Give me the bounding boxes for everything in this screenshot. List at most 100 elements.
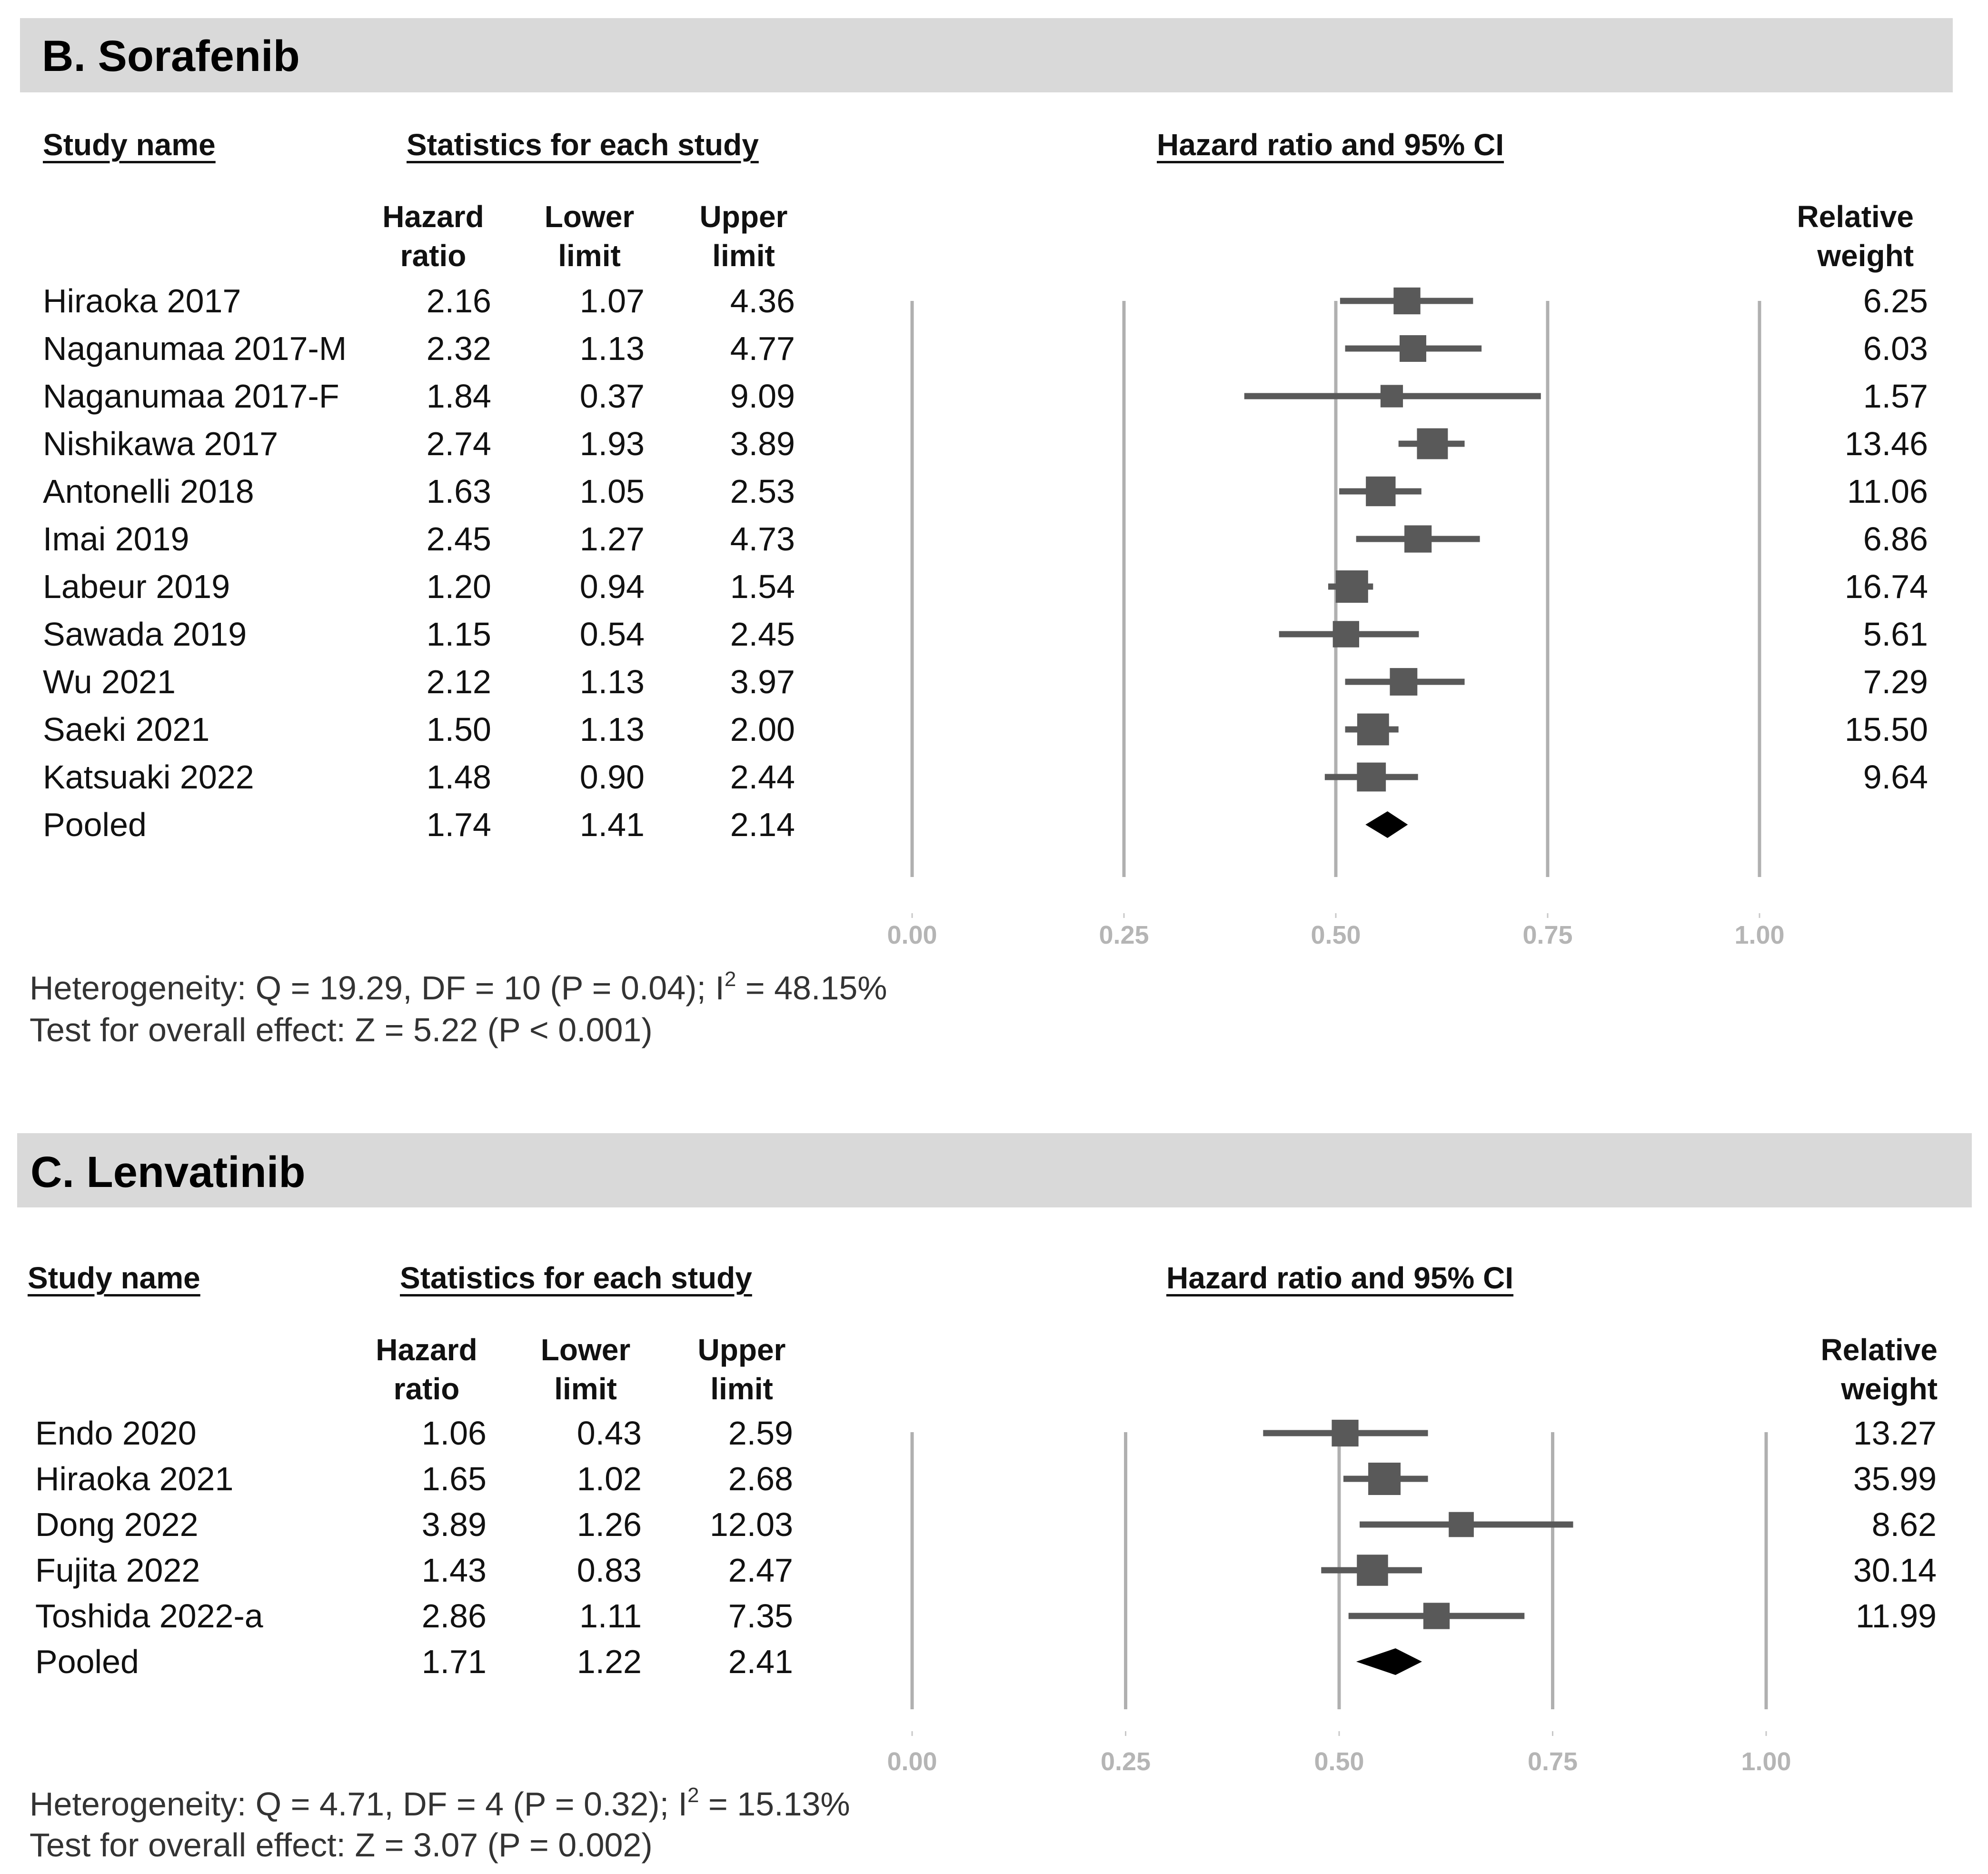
x-tick-label: 0.50 bbox=[1311, 921, 1361, 949]
upper-limit-value: 12.03 bbox=[709, 1506, 793, 1543]
relative-weight-value: 11.99 bbox=[1856, 1597, 1937, 1635]
effect-square bbox=[1404, 525, 1432, 553]
hazard-ratio-value: 1.74 bbox=[426, 806, 491, 843]
relative-weight-header-line1: Relative bbox=[1797, 199, 1914, 234]
lower-limit-value: 0.90 bbox=[579, 758, 645, 796]
study-name: Hiraoka 2021 bbox=[35, 1460, 234, 1497]
lower-limit-value: 0.37 bbox=[579, 378, 645, 415]
panel-title: B. Sorafenib bbox=[42, 32, 300, 80]
study-name: Fujita 2022 bbox=[35, 1552, 200, 1589]
upper-limit-value: 2.68 bbox=[728, 1460, 793, 1497]
panel-sorafenib: B. Sorafenib Study name Statistics for e… bbox=[0, 18, 1988, 1048]
hazard-ratio-ci-header: Hazard ratio and 95% CI bbox=[1157, 128, 1504, 162]
study-name: Naganumaa 2017-M bbox=[43, 330, 347, 367]
upper-limit-value: 2.44 bbox=[730, 758, 795, 796]
hazard-ratio-header-line1: Hazard bbox=[382, 199, 484, 234]
heterogeneity-value: = 48.15% bbox=[736, 969, 887, 1007]
overall-effect-text: Test for overall effect: Z = 3.07 (P = 0… bbox=[30, 1826, 653, 1864]
upper-limit-value: 9.09 bbox=[730, 378, 795, 415]
relative-weight-value: 9.64 bbox=[1863, 758, 1928, 796]
lower-limit-value: 1.22 bbox=[577, 1643, 642, 1680]
pooled-row: Pooled 1.71 1.22 2.41 bbox=[0, 1638, 1988, 1685]
lower-limit-value: 0.94 bbox=[579, 568, 645, 605]
upper-limit-value: 4.73 bbox=[730, 520, 795, 558]
hazard-ratio-value: 2.45 bbox=[426, 520, 491, 558]
x-tick-label: 0.25 bbox=[1101, 1747, 1151, 1776]
study-name-header: Study name bbox=[28, 1261, 200, 1295]
panel-title: C. Lenvatinib bbox=[30, 1148, 306, 1196]
panel-lenvatinib: C. Lenvatinib Study name Statistics for … bbox=[0, 1114, 1988, 1874]
statistics-header: Statistics for each study bbox=[407, 128, 759, 162]
study-name: Pooled bbox=[43, 806, 147, 843]
study-name: Hiraoka 2017 bbox=[43, 282, 241, 319]
heterogeneity-text: Heterogeneity: Q = 19.29, DF = 10 (P = 0… bbox=[30, 969, 887, 1007]
study-row: Hiraoka 2017 2.16 1.07 4.36 6.25 bbox=[0, 277, 1988, 325]
study-row: Naganumaa 2017-M 2.32 1.13 4.77 6.03 bbox=[0, 325, 1988, 372]
study-name: Endo 2020 bbox=[35, 1415, 197, 1452]
effect-square bbox=[1366, 476, 1396, 507]
study-name: Antonelli 2018 bbox=[43, 473, 254, 510]
hazard-ratio-header-line2: ratio bbox=[393, 1372, 460, 1406]
study-row: Dong 2022 3.89 1.26 12.03 8.62 bbox=[0, 1501, 1988, 1548]
effect-square bbox=[1417, 428, 1448, 459]
upper-limit-value: 2.14 bbox=[730, 806, 795, 843]
relative-weight-header: Relative weight bbox=[1747, 1330, 1938, 1408]
lower-limit-header-line2: limit bbox=[558, 239, 621, 273]
panel-title-bar bbox=[17, 1133, 1972, 1207]
relative-weight-value: 6.25 bbox=[1863, 282, 1928, 319]
lower-limit-value: 1.05 bbox=[579, 473, 645, 510]
study-row: Katsuaki 2022 1.48 0.90 2.44 9.64 bbox=[0, 753, 1988, 801]
hazard-ratio-ci-header: Hazard ratio and 95% CI bbox=[1166, 1261, 1514, 1295]
hazard-ratio-header: Hazard ratio bbox=[355, 1330, 498, 1408]
heterogeneity-value: = 15.13% bbox=[699, 1785, 850, 1823]
effect-square bbox=[1368, 1463, 1401, 1495]
lower-limit-value: 1.07 bbox=[579, 282, 645, 319]
relative-weight-header: Relative weight bbox=[1723, 197, 1914, 275]
effect-square bbox=[1357, 713, 1389, 746]
hazard-ratio-value: 1.43 bbox=[421, 1552, 487, 1589]
study-row: Labeur 2019 1.20 0.94 1.54 16.74 bbox=[0, 563, 1988, 610]
study-name: Dong 2022 bbox=[35, 1506, 199, 1543]
relative-weight-value: 1.57 bbox=[1863, 378, 1928, 415]
study-row: Naganumaa 2017-F 1.84 0.37 9.09 1.57 bbox=[0, 372, 1988, 420]
study-name: Sawada 2019 bbox=[43, 616, 247, 653]
upper-limit-value: 2.45 bbox=[730, 616, 795, 653]
hazard-ratio-value: 2.12 bbox=[426, 663, 491, 700]
hazard-ratio-value: 1.20 bbox=[426, 568, 491, 605]
lower-limit-value: 1.27 bbox=[579, 520, 645, 558]
study-name: Labeur 2019 bbox=[43, 568, 230, 605]
effect-square bbox=[1357, 1555, 1388, 1586]
upper-limit-value: 7.35 bbox=[728, 1597, 793, 1635]
relative-weight-value: 16.74 bbox=[1844, 568, 1928, 605]
hazard-ratio-header-line1: Hazard bbox=[376, 1333, 477, 1367]
x-tick-label: 0.00 bbox=[887, 921, 937, 949]
pooled-diamond bbox=[1365, 811, 1408, 838]
relative-weight-value: 11.06 bbox=[1847, 473, 1928, 510]
hazard-ratio-value: 2.74 bbox=[426, 425, 491, 462]
upper-limit-value: 1.54 bbox=[730, 568, 795, 605]
effect-square bbox=[1357, 762, 1386, 792]
relative-weight-value: 5.61 bbox=[1863, 616, 1928, 653]
lower-limit-header-line1: Lower bbox=[544, 199, 635, 234]
relative-weight-header-line2: weight bbox=[1817, 239, 1914, 273]
forest-plot: 0.00 0.25 0.50 0.75 1.00 bbox=[887, 1419, 1791, 1776]
overall-effect-text: Test for overall effect: Z = 5.22 (P < 0… bbox=[30, 1011, 653, 1048]
hazard-ratio-value: 1.65 bbox=[421, 1460, 487, 1497]
lower-limit-value: 0.54 bbox=[579, 616, 645, 653]
upper-limit-value: 2.53 bbox=[730, 473, 795, 510]
x-tick-label: 0.50 bbox=[1314, 1747, 1364, 1776]
lower-limit-value: 1.13 bbox=[579, 330, 645, 367]
effect-square bbox=[1423, 1603, 1450, 1629]
hazard-ratio-value: 1.84 bbox=[426, 378, 491, 415]
hazard-ratio-value: 2.32 bbox=[426, 330, 491, 367]
relative-weight-value: 35.99 bbox=[1853, 1460, 1937, 1497]
lower-limit-header-line1: Lower bbox=[540, 1333, 631, 1367]
study-name-header: Study name bbox=[43, 128, 216, 162]
study-row: Endo 2020 1.06 0.43 2.59 13.27 bbox=[0, 1409, 1988, 1457]
heterogeneity-text: Heterogeneity: Q = 4.71, DF = 4 (P = 0.3… bbox=[30, 1785, 850, 1823]
lower-limit-value: 0.43 bbox=[577, 1415, 642, 1452]
hazard-ratio-value: 1.15 bbox=[426, 616, 491, 653]
effect-square bbox=[1380, 385, 1403, 408]
hazard-ratio-value: 2.16 bbox=[426, 282, 491, 319]
upper-limit-value: 2.59 bbox=[728, 1415, 793, 1452]
